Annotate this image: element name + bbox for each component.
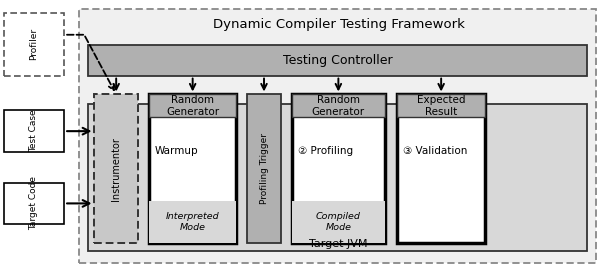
- Bar: [149, 94, 236, 243]
- Text: Test Case: Test Case: [30, 110, 38, 153]
- Bar: [398, 94, 485, 117]
- Text: ③ Validation: ③ Validation: [404, 146, 468, 156]
- Text: Random
Generator: Random Generator: [166, 95, 219, 116]
- Bar: [4, 110, 64, 152]
- Text: Instrumentor: Instrumentor: [111, 137, 121, 201]
- Bar: [291, 94, 385, 243]
- Bar: [4, 13, 64, 76]
- Bar: [88, 45, 587, 76]
- Bar: [79, 9, 596, 263]
- Bar: [291, 201, 385, 243]
- Bar: [149, 94, 236, 117]
- Text: Random
Generator: Random Generator: [312, 95, 365, 116]
- Text: Testing Controller: Testing Controller: [283, 54, 393, 67]
- Bar: [95, 94, 138, 243]
- Bar: [4, 183, 64, 224]
- Text: Target JVM: Target JVM: [308, 239, 367, 249]
- Text: Interpreted
Mode: Interpreted Mode: [166, 213, 219, 232]
- Text: ② Profiling: ② Profiling: [298, 146, 353, 156]
- Bar: [88, 104, 587, 251]
- Bar: [149, 201, 236, 243]
- Text: Profiler: Profiler: [30, 28, 38, 60]
- Bar: [247, 94, 281, 243]
- Text: Dynamic Compiler Testing Framework: Dynamic Compiler Testing Framework: [213, 18, 465, 31]
- Bar: [291, 94, 385, 117]
- Text: Expected
Result: Expected Result: [417, 95, 465, 116]
- Text: Warmup: Warmup: [155, 146, 199, 156]
- Text: Target Code: Target Code: [30, 176, 38, 231]
- Text: Compiled
Mode: Compiled Mode: [316, 213, 361, 232]
- Text: Profiling Trigger: Profiling Trigger: [259, 133, 268, 204]
- Bar: [398, 94, 485, 243]
